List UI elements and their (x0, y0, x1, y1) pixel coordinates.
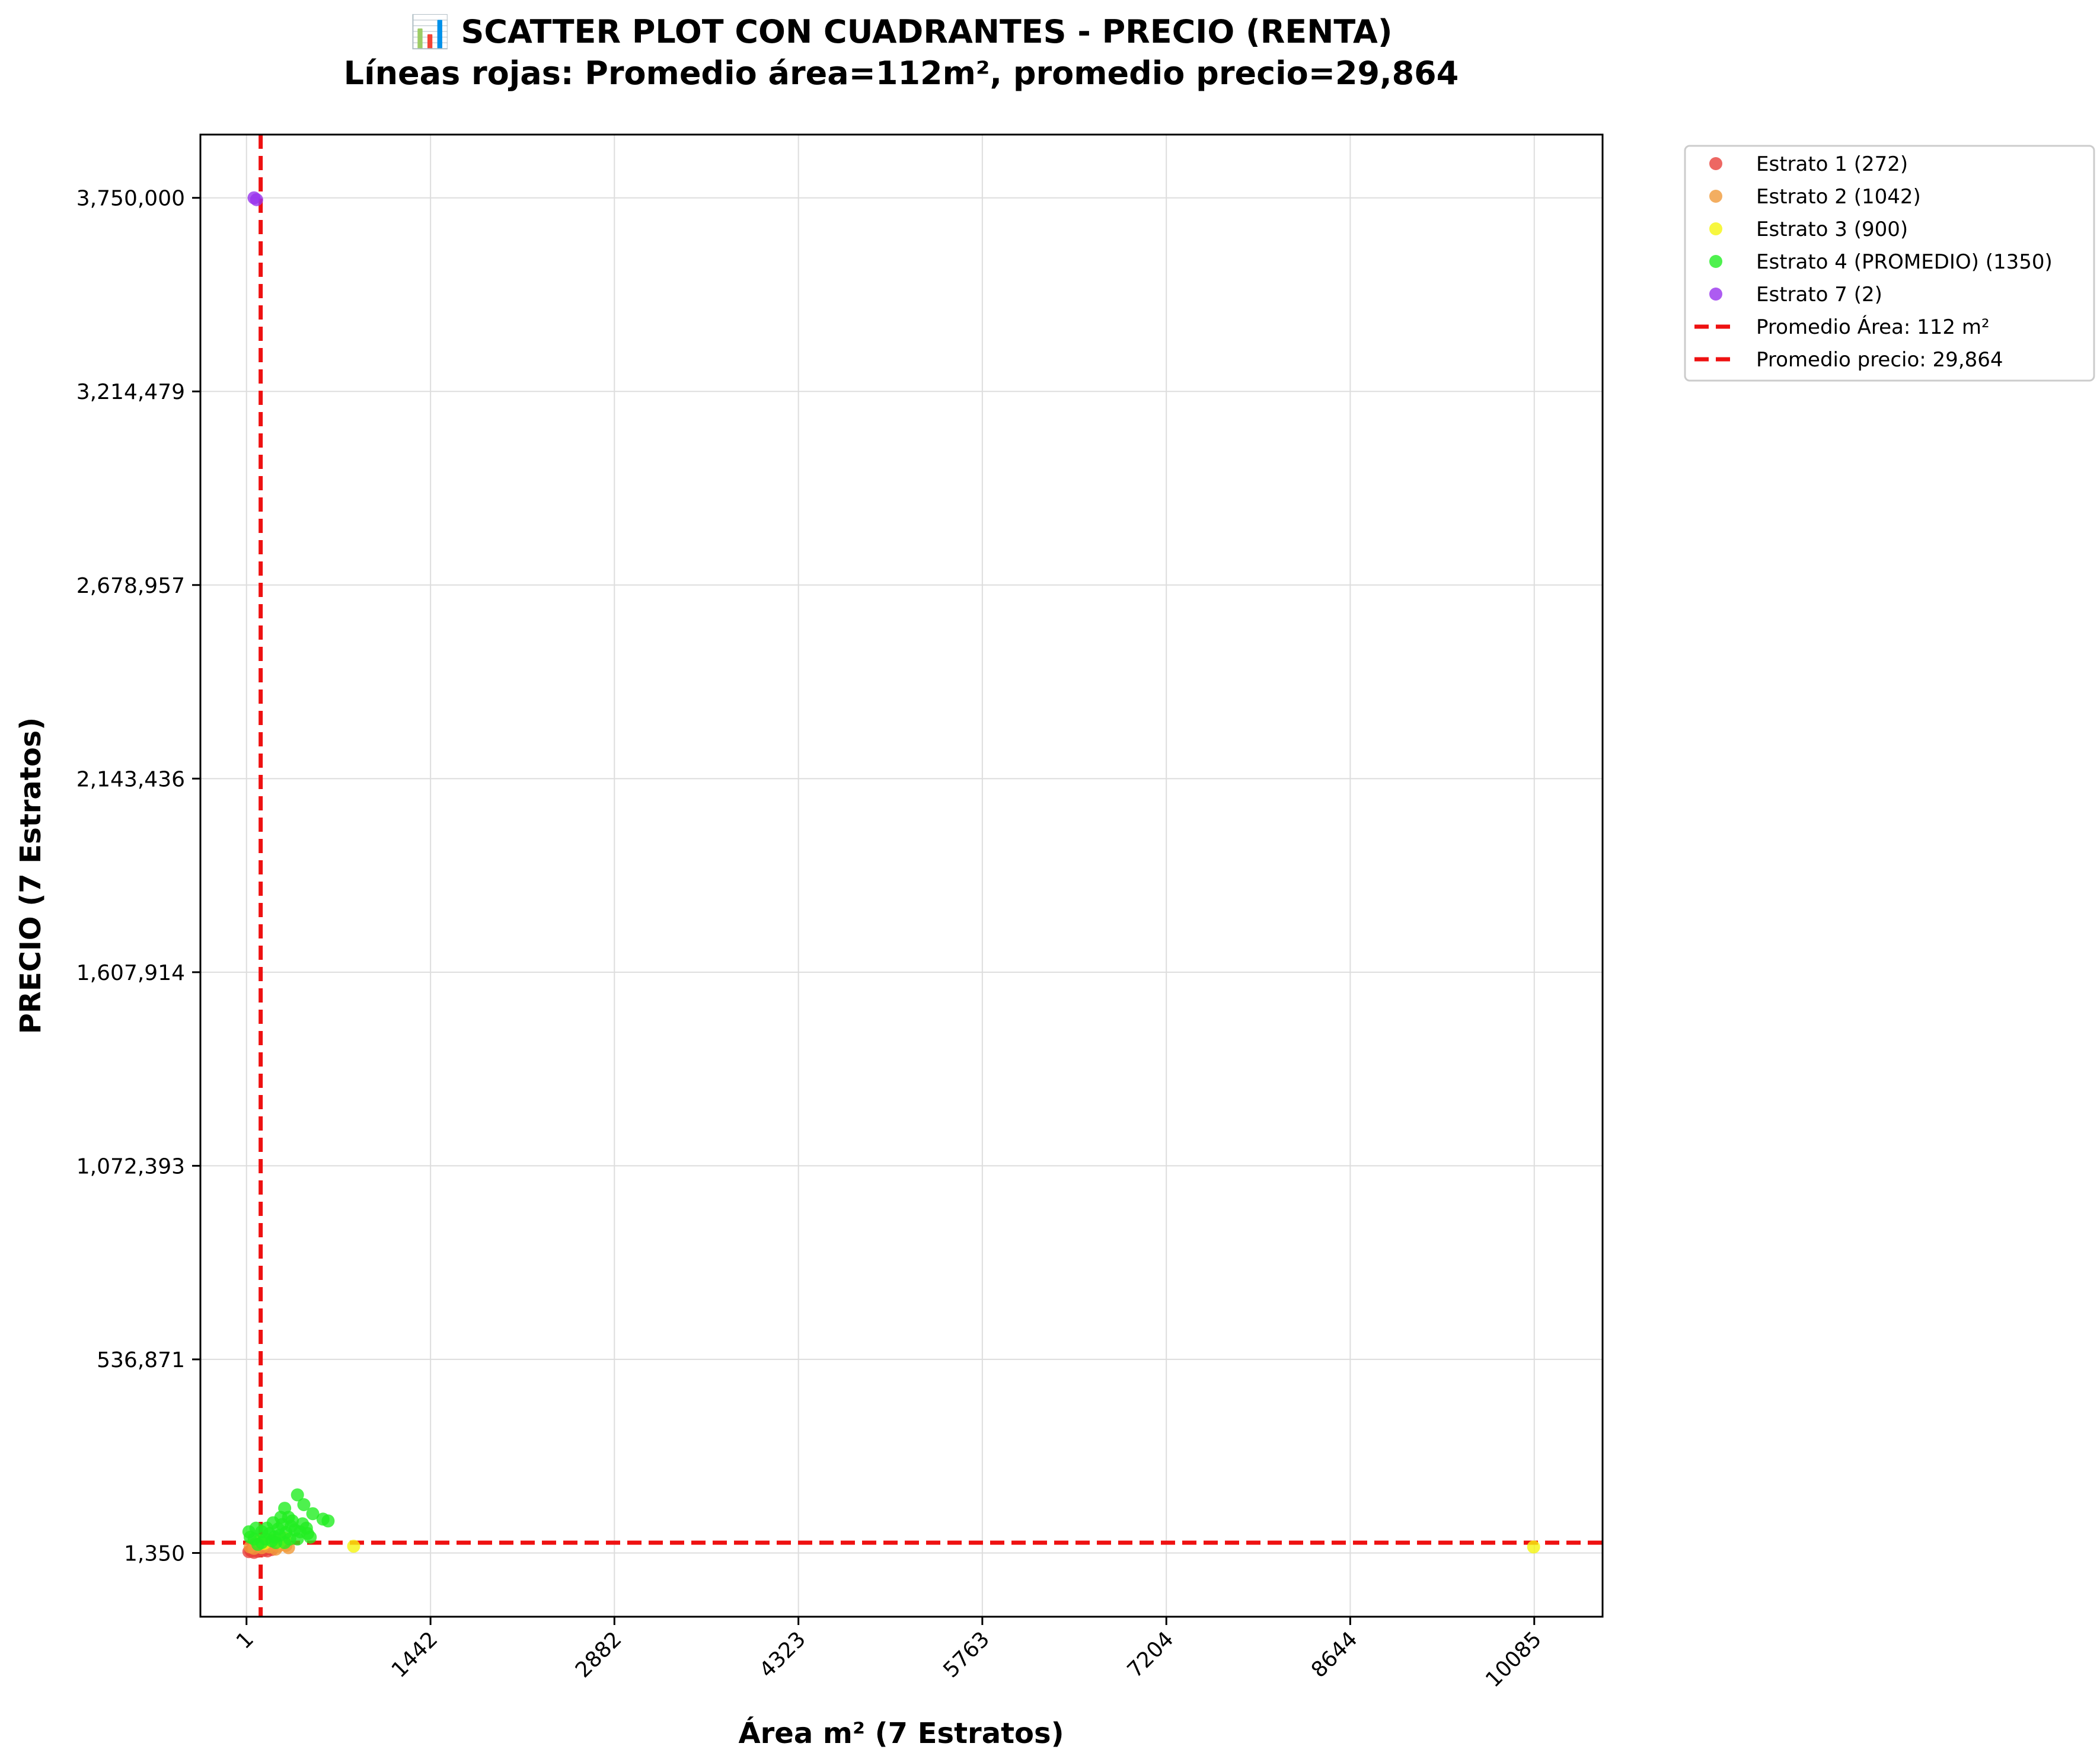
legend-entry: Estrato 7 (2) (1756, 283, 1882, 307)
legend-entry: Estrato 2 (1042) (1756, 185, 1921, 209)
data-point-series-4 (274, 1511, 288, 1524)
legend-entry: Estrato 1 (272) (1756, 152, 1908, 176)
y-tick-label: 1,072,393 (76, 1154, 185, 1179)
reference-lines (200, 135, 1603, 1617)
x-tick-label: 1 (232, 1627, 258, 1653)
legend-entry: Promedio precio: 29,864 (1756, 348, 2003, 372)
x-axis-label: Área m² (7 Estratos) (738, 1716, 1064, 1750)
x-tick-label: 2882 (571, 1627, 627, 1683)
data-point-series-4 (306, 1507, 320, 1521)
legend-marker (1709, 222, 1722, 235)
x-axis-ticks: 1 1442 2882 4323 5763 7204 8644 10085 (232, 1617, 1546, 1692)
legend-entry: Estrato 4 (PROMEDIO) (1350) (1756, 250, 2053, 274)
data-point-series-4 (291, 1488, 304, 1502)
legend-entry: Estrato 3 (900) (1756, 218, 1908, 241)
data-point-series-3 (347, 1540, 360, 1553)
x-tick-label: 5763 (939, 1627, 994, 1683)
data-point-series-4 (296, 1517, 309, 1531)
x-tick-label: 1442 (387, 1627, 443, 1683)
chart-subtitle: Líneas rojas: Promedio área=112m², prome… (344, 55, 1459, 92)
data-point-series-4 (291, 1532, 304, 1546)
data-point-series-5 (250, 193, 263, 206)
legend-marker (1709, 255, 1722, 268)
legend-marker (1709, 190, 1722, 203)
x-tick-label: 10085 (1481, 1627, 1546, 1692)
legend-entry: Promedio Área: 112 m² (1756, 315, 1990, 339)
legend: Estrato 1 (272) Estrato 2 (1042) Estrato 3… (1684, 145, 2095, 382)
y-tick-label: 2,143,436 (76, 767, 185, 791)
data-point-series-4 (304, 1530, 317, 1544)
y-tick-label: 536,871 (97, 1348, 185, 1372)
y-axis-ticks: 1,350 536,871 1,072,393 1,607,914 2,143,436 2… (76, 187, 200, 1566)
data-point-series-4 (269, 1536, 283, 1549)
legend-marker (1709, 288, 1722, 301)
y-tick-label: 3,214,479 (76, 380, 185, 404)
plot-area-frame (199, 133, 1604, 1618)
legend-marker (1709, 157, 1722, 170)
data-point-series-3 (1527, 1540, 1540, 1554)
data-point-series-4 (278, 1536, 292, 1549)
data-point-series-4 (286, 1514, 299, 1528)
x-tick-label: 7204 (1123, 1627, 1179, 1683)
data-points (242, 191, 1540, 1559)
y-tick-label: 1,607,914 (76, 961, 185, 985)
y-tick-label: 3,750,000 (76, 187, 185, 211)
data-point-series-4 (321, 1514, 335, 1528)
y-tick-label: 2,678,957 (76, 574, 185, 598)
x-tick-label: 8644 (1307, 1627, 1362, 1683)
data-point-series-4 (297, 1498, 311, 1511)
x-tick-label: 4323 (755, 1627, 810, 1683)
grid-lines (200, 135, 1603, 1617)
y-tick-label: 1,350 (124, 1541, 185, 1566)
data-point-series-4 (249, 1521, 263, 1535)
chart-title: 📊 SCATTER PLOT CON CUADRANTES - PRECIO (… (410, 13, 1392, 50)
y-axis-label: PRECIO (7 Estratos) (14, 717, 47, 1034)
legend-box (1684, 145, 2095, 382)
